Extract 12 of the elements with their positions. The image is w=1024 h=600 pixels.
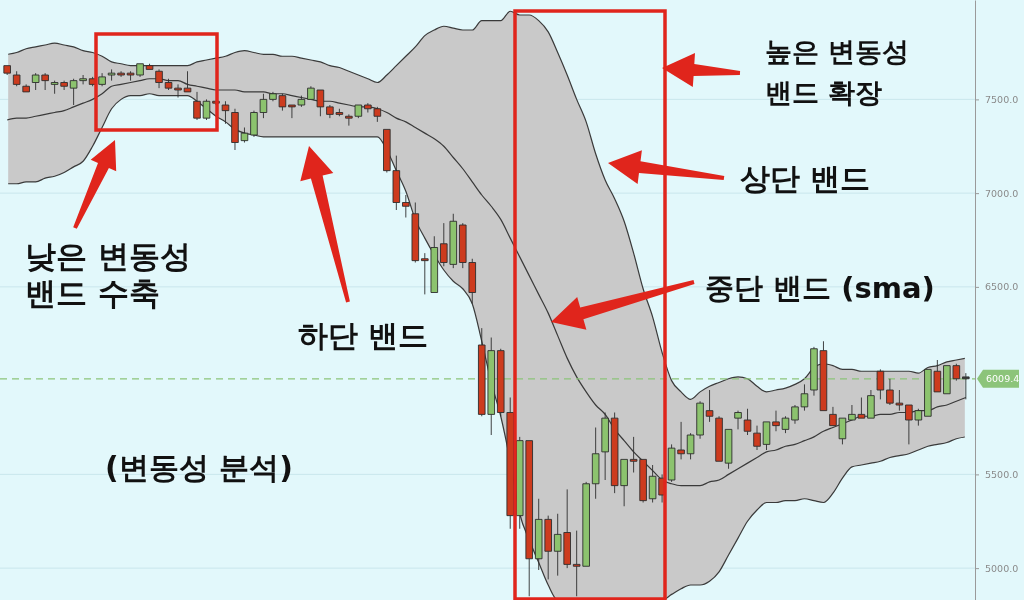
annotation: (변동성 분석) (105, 450, 293, 485)
y-tick-label: 7500.0 (985, 93, 1019, 105)
y-tick-label: 5000.0 (985, 562, 1019, 574)
y-tick-label: 7000.0 (985, 187, 1019, 199)
annotation: 낮은 변동성 밴드 수축 (25, 238, 191, 311)
y-tick-label: 5500.0 (985, 468, 1019, 480)
annotation: 높은 변동성 밴드 확장 (765, 36, 910, 108)
y-tick-label: 6500.0 (985, 281, 1019, 293)
annotation: 하단 밴드 (298, 318, 429, 353)
ref-line-label: 6009.4 (986, 373, 1020, 385)
annotation: 상단 밴드 (740, 161, 871, 196)
annotation: 중단 밴드 (sma) (705, 271, 935, 305)
